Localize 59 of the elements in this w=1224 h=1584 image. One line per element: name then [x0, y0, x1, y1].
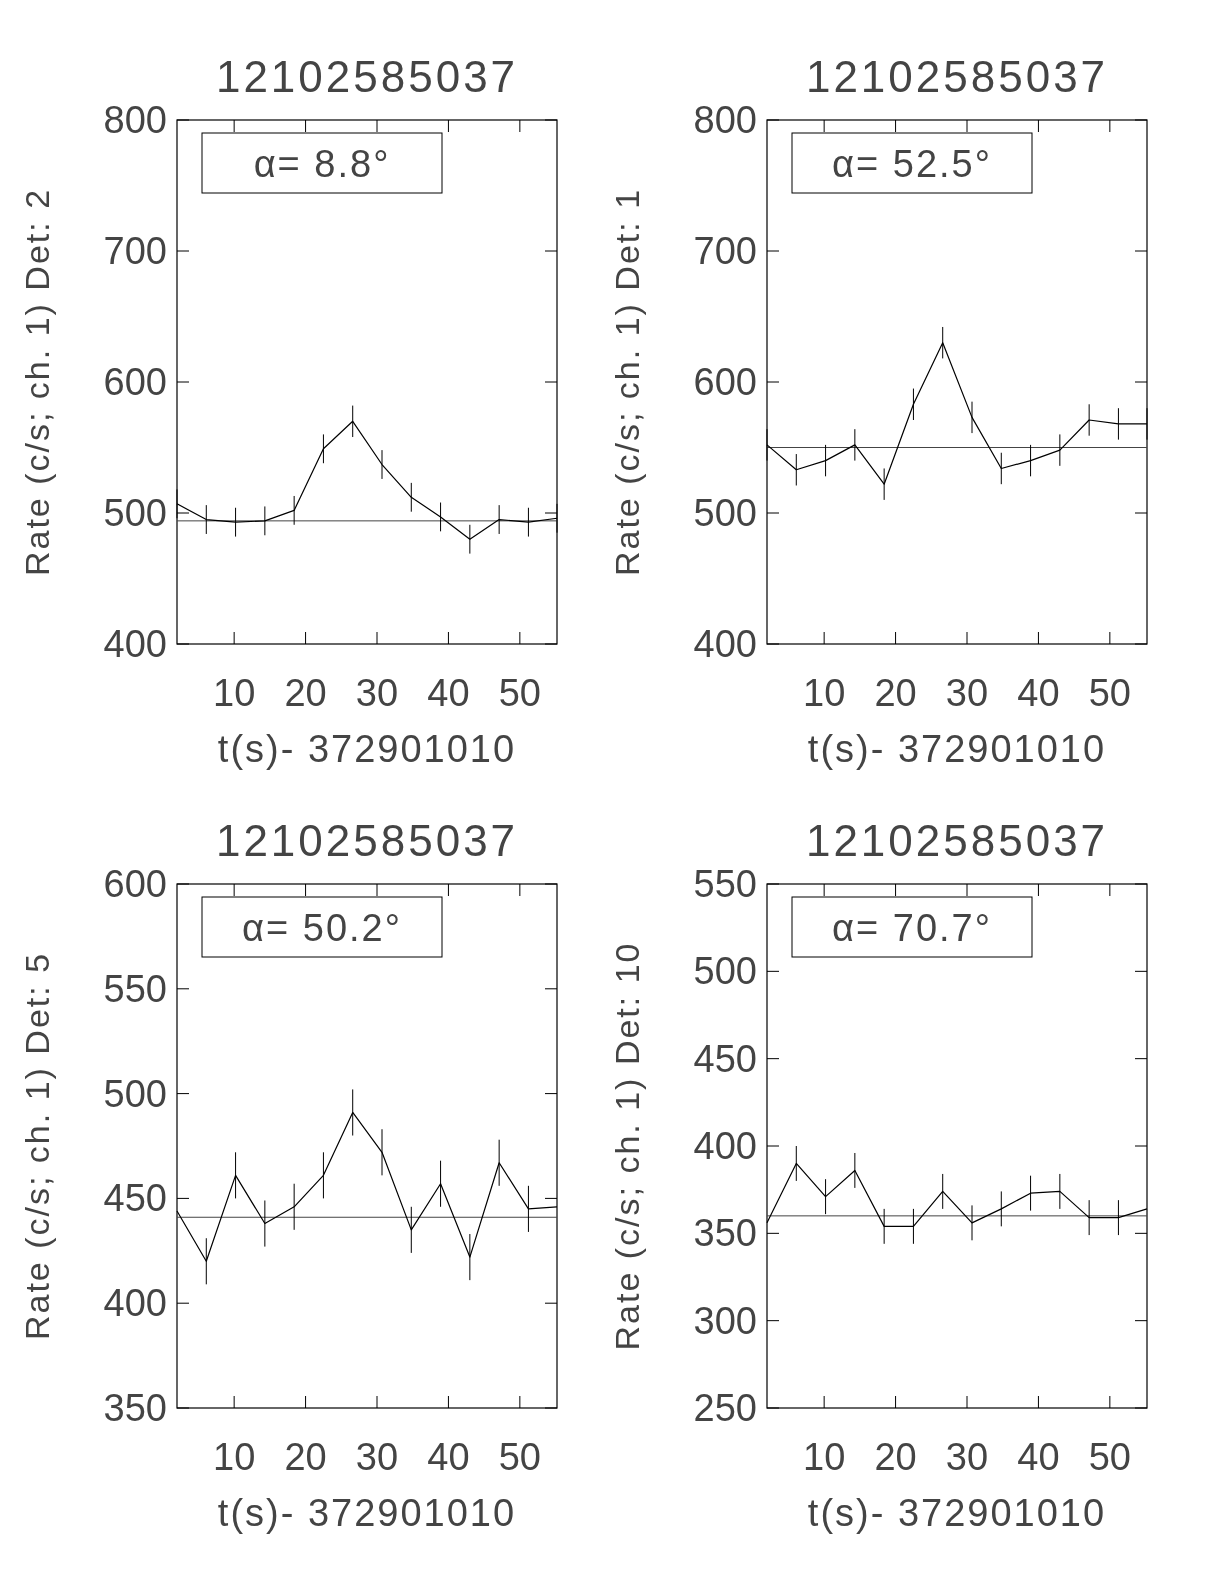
- x-tick-label: 10: [803, 1436, 846, 1478]
- chart-title: 12102585037: [805, 816, 1109, 865]
- y-tick-label: 600: [103, 361, 167, 403]
- x-tick-label: 30: [355, 672, 399, 714]
- x-axis-title: t(s)- 372901010: [217, 728, 517, 770]
- y-tick-label: 800: [103, 99, 167, 141]
- x-tick-label: 30: [945, 1436, 989, 1478]
- y-axis-title: Rate (c/s; ch. 1) Det: 5: [18, 951, 56, 1341]
- x-tick-label: 40: [427, 1436, 470, 1478]
- annotation: α= 8.8°: [253, 143, 391, 185]
- y-tick-label: 600: [693, 361, 757, 403]
- y-axis-title: Rate (c/s; ch. 1) Det: 10: [608, 941, 646, 1351]
- x-tick-label: 50: [498, 1436, 541, 1478]
- y-axis-title: Rate (c/s; ch. 1) Det: 2: [18, 187, 56, 577]
- x-tick-label: 30: [945, 672, 989, 714]
- annotation: α= 50.2°: [242, 907, 402, 949]
- x-tick-label: 10: [803, 672, 846, 714]
- y-tick-label: 400: [103, 623, 167, 665]
- y-tick-label: 450: [693, 1037, 757, 1080]
- x-tick-label: 40: [427, 672, 470, 714]
- y-tick-label: 600: [103, 863, 167, 905]
- x-tick-label: 20: [874, 672, 917, 714]
- x-tick-label: 10: [213, 1436, 256, 1478]
- y-tick-label: 400: [103, 1282, 167, 1325]
- y-axis-title: Rate (c/s; ch. 1) Det: 1: [608, 187, 646, 577]
- x-tick-label: 50: [498, 672, 541, 714]
- y-tick-label: 500: [693, 950, 757, 993]
- y-tick-label: 550: [103, 967, 167, 1010]
- y-tick-label: 350: [693, 1212, 757, 1255]
- x-tick-label: 20: [284, 672, 327, 714]
- y-tick-label: 250: [693, 1387, 757, 1429]
- y-tick-label: 400: [693, 1125, 757, 1167]
- x-tick-label: 40: [1017, 672, 1060, 714]
- y-tick-label: 400: [693, 623, 757, 665]
- x-tick-label: 30: [355, 1436, 399, 1478]
- y-tick-label: 500: [103, 492, 167, 534]
- x-axis-title: t(s)- 372901010: [217, 1492, 517, 1534]
- x-tick-label: 10: [213, 672, 256, 714]
- x-tick-label: 50: [1088, 672, 1131, 714]
- x-tick-label: 20: [874, 1436, 917, 1478]
- x-tick-label: 40: [1017, 1436, 1060, 1478]
- x-axis-title: t(s)- 372901010: [807, 1492, 1107, 1534]
- y-tick-label: 300: [693, 1299, 757, 1342]
- y-tick-label: 500: [103, 1072, 167, 1115]
- x-tick-label: 20: [284, 1436, 327, 1478]
- y-tick-label: 800: [693, 99, 757, 141]
- y-tick-label: 350: [103, 1387, 167, 1429]
- y-tick-label: 450: [103, 1177, 167, 1220]
- chart-title: 12102585037: [215, 816, 519, 865]
- x-tick-label: 50: [1088, 1436, 1131, 1478]
- y-tick-label: 550: [693, 863, 757, 905]
- annotation: α= 52.5°: [832, 143, 992, 185]
- y-tick-label: 700: [693, 230, 757, 272]
- annotation: α= 70.7°: [832, 907, 992, 949]
- x-axis-title: t(s)- 372901010: [807, 728, 1107, 770]
- y-tick-label: 500: [693, 492, 757, 534]
- chart-title: 12102585037: [805, 52, 1109, 101]
- chart-title: 12102585037: [215, 52, 519, 101]
- y-tick-label: 700: [103, 230, 167, 272]
